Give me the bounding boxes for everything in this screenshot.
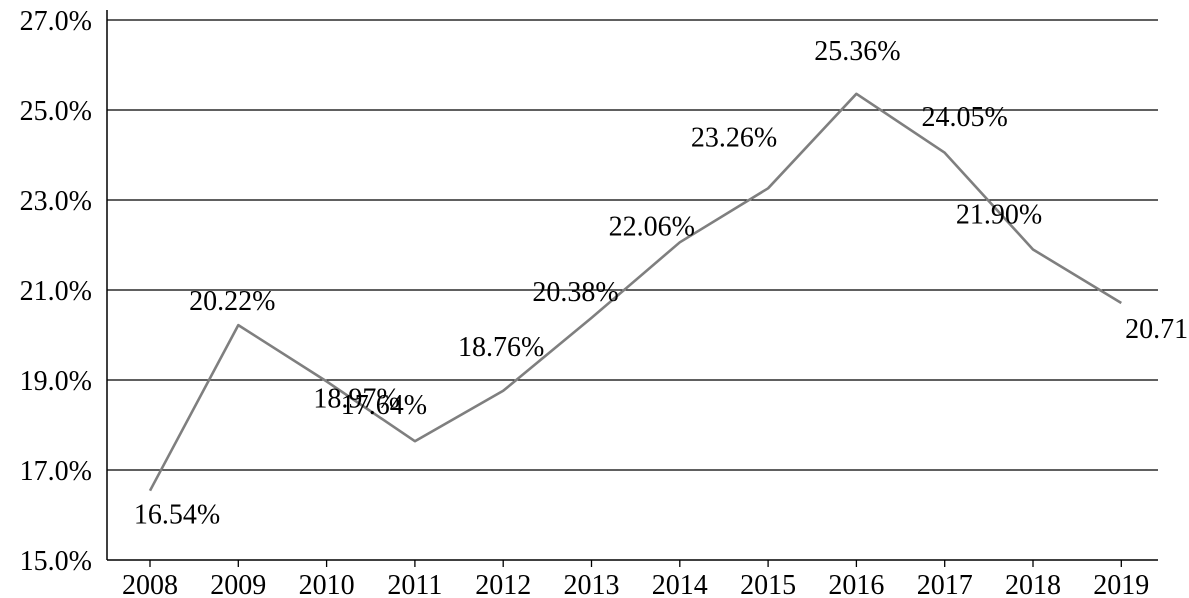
data-label: 24.05% bbox=[922, 102, 1008, 133]
y-tick-label: 15.0% bbox=[20, 546, 92, 577]
gridlines bbox=[107, 19, 1158, 471]
y-tick-label: 21.0% bbox=[20, 276, 92, 307]
y-tick-labels: 15.0% 17.0% 19.0% 21.0% 23.0% 25.0% 27.0% bbox=[20, 6, 92, 577]
data-label: 23.26% bbox=[691, 122, 777, 153]
x-tick-label: 2009 bbox=[210, 570, 266, 598]
y-tick-label: 19.0% bbox=[20, 366, 92, 397]
x-tick-label: 2010 bbox=[299, 570, 355, 598]
y-tick-label: 25.0% bbox=[20, 96, 92, 127]
data-label: 18.76% bbox=[458, 332, 544, 363]
series-lines bbox=[148, 92, 1122, 492]
x-tick-label: 2016 bbox=[828, 570, 884, 598]
data-label: 20.38% bbox=[532, 277, 618, 308]
data-label: 16.54% bbox=[134, 500, 220, 531]
x-tick-label: 2011 bbox=[387, 570, 442, 598]
x-tick-label: 2015 bbox=[740, 570, 796, 598]
x-tick-label: 2008 bbox=[122, 570, 178, 598]
series-line bbox=[148, 92, 1122, 492]
x-tick-label: 2017 bbox=[917, 570, 973, 598]
data-label: 22.06% bbox=[609, 211, 695, 242]
data-label: 20.71% bbox=[1125, 314, 1189, 345]
x-tick-label: 2018 bbox=[1005, 570, 1061, 598]
x-tick-label: 2014 bbox=[652, 570, 708, 598]
data-labels: 16.54% 20.22% 18.97%17.64% 18.76% 20.38% 22.0… bbox=[134, 36, 1189, 531]
y-tick-label: 23.0% bbox=[20, 186, 92, 217]
data-label: 17.64% bbox=[341, 390, 427, 421]
data-label: 25.36% bbox=[814, 36, 900, 67]
x-tick-label: 2013 bbox=[564, 570, 620, 598]
y-tick-label: 17.0% bbox=[20, 456, 92, 487]
data-label: 21.90% bbox=[956, 200, 1042, 231]
x-tick-label: 2012 bbox=[475, 570, 531, 598]
y-tick-label: 27.0% bbox=[20, 6, 92, 37]
x-tick-label: 2019 bbox=[1093, 570, 1149, 598]
data-label: 18.97% bbox=[313, 383, 399, 414]
axes bbox=[106, 10, 1158, 567]
x-tick-labels: 2008 2009 2010 2011 2012 2013 2014 2015 2016 2017… bbox=[122, 570, 1149, 598]
data-label: 20.22% bbox=[189, 286, 275, 317]
